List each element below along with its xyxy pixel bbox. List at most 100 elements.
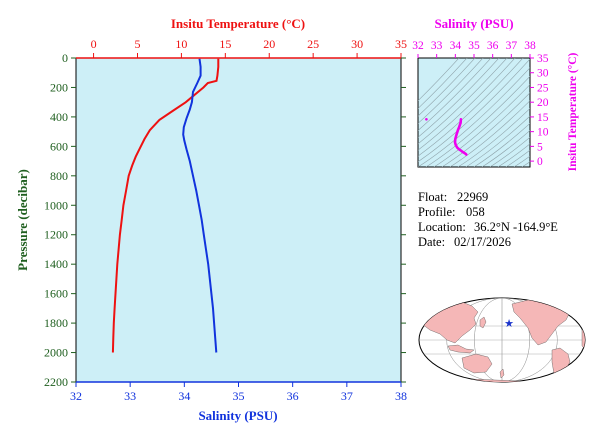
float-id: 22969 (457, 190, 488, 204)
temperature-tick-label: 0 (91, 37, 97, 51)
ts-outlier-point (425, 117, 428, 121)
pressure-tick-label: 600 (50, 139, 68, 153)
salinity-tick-label: 33 (124, 389, 136, 403)
land-australia (461, 353, 493, 374)
map-longitude-line (446, 298, 558, 382)
ts-temperature-tick-label: 20 (537, 97, 549, 109)
density-contour (418, 58, 476, 117)
land-japan (479, 316, 487, 329)
temperature-tick-label: 10 (175, 37, 187, 51)
salinity-profile-line (182, 58, 218, 353)
salinity-axis-label: Salinity (PSU) (198, 408, 277, 423)
date-value: 02/17/2026 (454, 235, 511, 249)
density-contour (497, 143, 530, 167)
density-contour (505, 149, 530, 167)
ts-salinity-tick-label: 38 (524, 40, 536, 52)
temperature-tick-label: 35 (395, 37, 407, 51)
pressure-tick-label: 400 (50, 110, 68, 124)
ts-temperature-tick-label: 0 (537, 156, 543, 168)
density-contour (481, 130, 530, 167)
ts-temperature-tick-label: 5 (537, 141, 543, 153)
date-label: Date: (418, 235, 445, 249)
ts-temperature-tick-label: 10 (537, 127, 549, 139)
pressure-tick-label: 1400 (44, 257, 68, 271)
salinity-tick-label: 32 (70, 389, 82, 403)
pressure-tick-label: 0 (62, 51, 68, 65)
density-contour (433, 84, 530, 167)
density-contour (418, 58, 484, 124)
density-contours (418, 58, 530, 167)
density-contour (418, 67, 530, 167)
ts-salinity-axis-label: Salinity (PSU) (434, 16, 513, 31)
density-contour (418, 58, 530, 163)
world-map: ★ (418, 297, 586, 383)
pressure-tick-label: 2000 (44, 346, 68, 360)
density-contour (457, 108, 530, 167)
float-label: Float: (418, 190, 447, 204)
ts-salinity-tick-label: 34 (450, 40, 462, 52)
ts-temperature-tick-label: 30 (537, 68, 549, 80)
salinity-tick-label: 34 (178, 389, 190, 403)
location-value: 36.2°N -164.9°E (474, 220, 558, 234)
temperature-profile-line (111, 58, 220, 353)
ts-salinity-tick-label: 37 (506, 40, 518, 52)
density-contour (449, 100, 530, 167)
location-label: Location: (418, 220, 466, 234)
ts-salinity-tick-label: 33 (431, 40, 443, 52)
pressure-tick-label: 1600 (44, 287, 68, 301)
pressure-tick-label: 2200 (44, 375, 68, 389)
land-africa (581, 327, 585, 353)
ts-temperature-axis-label: Insitu Temperature (°C) (567, 52, 579, 171)
profile-plot-background (75, 57, 402, 383)
profile-label: Profile: (418, 205, 456, 219)
land-new-zealand (499, 368, 505, 379)
pressure-tick-label: 200 (50, 80, 68, 94)
pressure-tick-label: 1200 (44, 228, 68, 242)
salinity-tick-label: 36 (287, 389, 299, 403)
salinity-tick-label: 35 (233, 389, 245, 403)
density-contour (418, 58, 508, 145)
pressure-axis-label: Pressure (decibar) (15, 169, 30, 271)
ts-salinity-tick-label: 32 (412, 40, 424, 52)
ts-temperature-tick-label: 15 (537, 112, 549, 124)
profile-series-group (111, 58, 220, 353)
density-contour (418, 58, 500, 138)
ts-diagram: 32 33 34 35 36 37 38 0 5 10 15 20 25 30 35 Salinity (P… (412, 16, 579, 171)
temperature-axis-label: Insitu Temperature (°C) (171, 16, 305, 31)
density-contour (418, 58, 468, 109)
temperature-tick-label: 25 (307, 37, 319, 51)
temperature-tick-label: 5 (134, 37, 140, 51)
density-contour (489, 136, 530, 167)
salinity-tick-label: 38 (395, 389, 407, 403)
density-contour (513, 155, 530, 167)
float-location-marker: ★ (504, 318, 514, 330)
float-info: Float: 22969 Profile: 058 Location: 36.2… (418, 190, 558, 249)
salinity-tick-label: 37 (341, 389, 353, 403)
temperature-tick-label: 30 (351, 37, 363, 51)
density-contour (418, 58, 460, 102)
temperature-tick-label: 15 (219, 37, 231, 51)
density-contour (521, 161, 530, 167)
density-contour (418, 58, 516, 151)
ts-temperature-tick-label: 35 (537, 53, 549, 65)
density-contour (441, 92, 530, 167)
profile-axes: 0 5 10 15 20 25 30 35 32 33 34 35 36 37 38 0 200 400 600 80… (44, 37, 407, 403)
density-contour (465, 115, 530, 167)
ts-curve (453, 118, 468, 156)
map-longitude-line (474, 298, 530, 382)
density-contour (425, 75, 530, 167)
ts-series-group (425, 117, 468, 156)
profile-plot: 0 5 10 15 20 25 30 35 32 33 34 35 36 37 38 0 200 400 600 80… (15, 16, 407, 423)
pressure-tick-label: 1000 (44, 198, 68, 212)
density-contour (418, 58, 492, 131)
ts-salinity-tick-label: 36 (487, 40, 499, 52)
ts-salinity-tick-label: 35 (468, 40, 480, 52)
ts-temperature-tick-label: 25 (537, 82, 549, 94)
ts-axes: 32 33 34 35 36 37 38 0 5 10 15 20 25 30 35 (412, 40, 549, 168)
land-indonesia (447, 344, 475, 354)
profile-number: 058 (466, 205, 485, 219)
pressure-tick-label: 800 (50, 169, 68, 183)
temperature-tick-label: 20 (263, 37, 275, 51)
density-contour (473, 122, 530, 167)
